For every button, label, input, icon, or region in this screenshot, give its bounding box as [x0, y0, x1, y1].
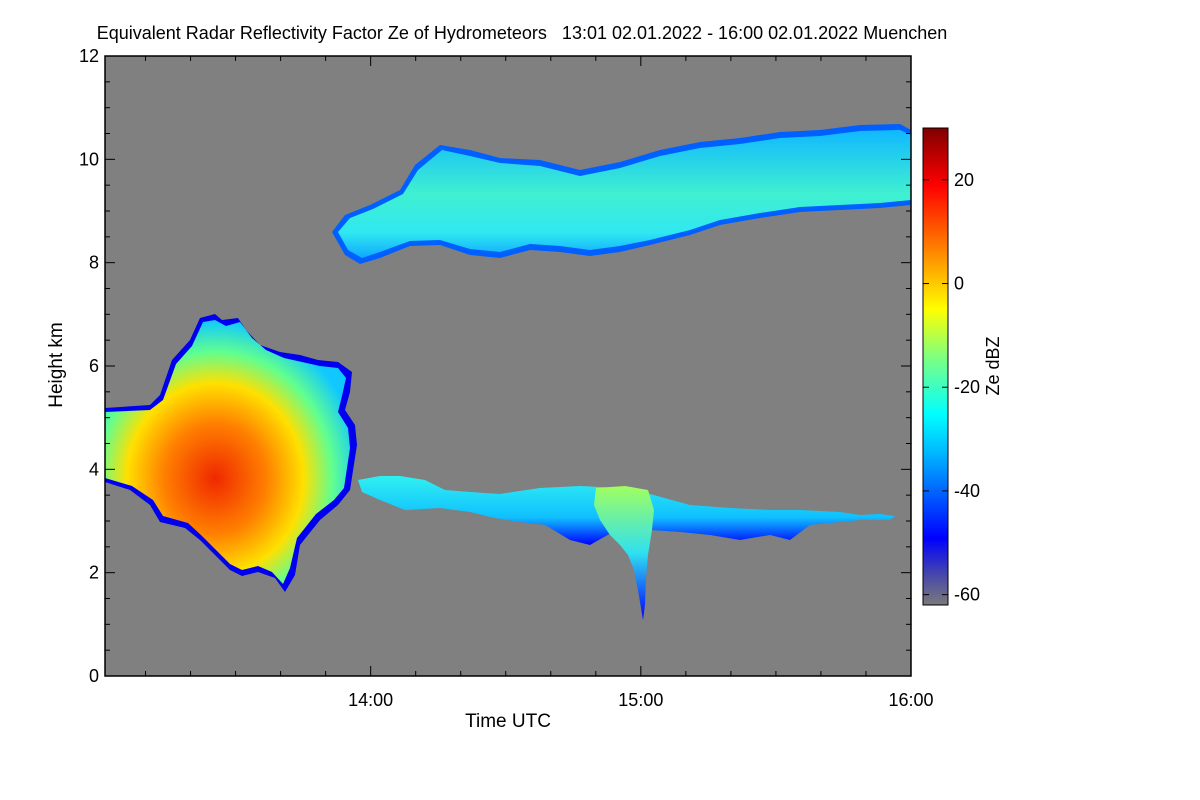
- echo-fall-streak: [594, 486, 654, 620]
- x-tick-label: 15:00: [618, 690, 663, 710]
- x-tick-label: 14:00: [348, 690, 393, 710]
- colorbar-tick-label: -20: [954, 377, 980, 397]
- y-axis: 0 2 4 6 8 10 12: [79, 46, 911, 686]
- colorbar-ticks: 20 0 -20 -40 -60: [923, 170, 980, 605]
- echo-convective-cell: [105, 320, 350, 584]
- y-tick-label: 2: [89, 563, 99, 583]
- colorbar-tick-label: -40: [954, 481, 980, 501]
- echo-upper-cirrus: [338, 130, 911, 258]
- y-axis-label: Height km: [46, 322, 67, 408]
- x-axis: 14:00 15:00 16:00: [145, 56, 934, 710]
- x-tick-label: 16:00: [888, 690, 933, 710]
- colorbar: [922, 127, 949, 606]
- x-axis-label: Time UTC: [465, 711, 551, 732]
- chart-title: Equivalent Radar Reflectivity Factor Ze …: [97, 23, 948, 43]
- y-tick-label: 8: [89, 253, 99, 273]
- echo-regions: [105, 124, 911, 620]
- colorbar-tick-label: 0: [954, 274, 964, 294]
- colorbar-tick-label: 20: [954, 170, 974, 190]
- colorbar-tick-label: -60: [954, 585, 980, 605]
- y-tick-label: 0: [89, 666, 99, 686]
- y-tick-label: 6: [89, 356, 99, 376]
- y-tick-label: 4: [89, 459, 99, 479]
- y-tick-label: 12: [79, 46, 99, 66]
- y-tick-label: 10: [79, 149, 99, 169]
- colorbar-label: Ze dBZ: [983, 336, 1003, 395]
